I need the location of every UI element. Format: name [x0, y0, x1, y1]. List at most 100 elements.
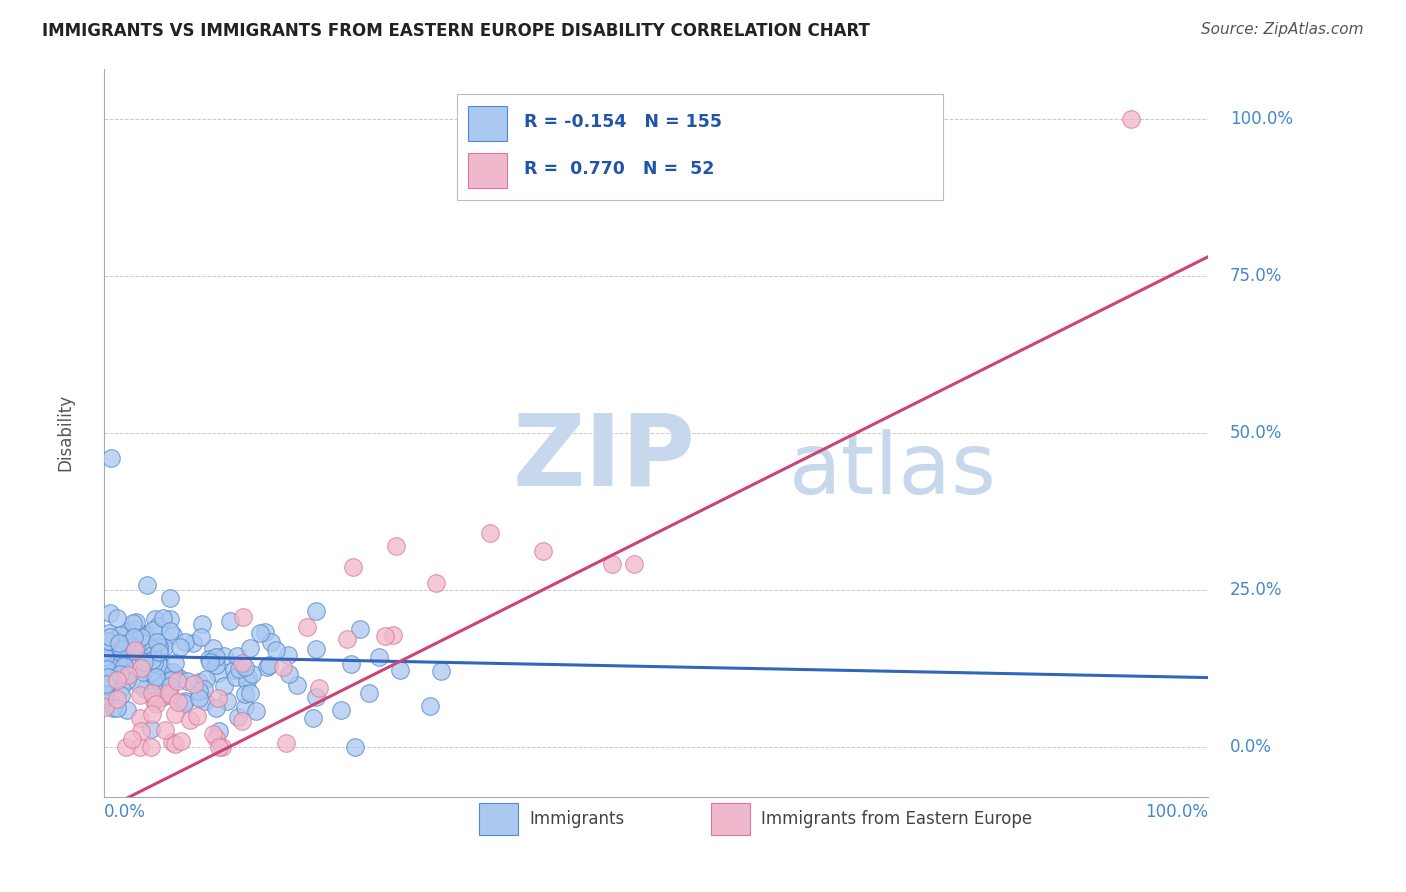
Point	[145, 698, 167, 712]
Point	[110, 642, 132, 657]
Point	[156, 686, 179, 700]
Point	[142, 623, 165, 637]
Point	[129, 660, 152, 674]
Point	[600, 557, 623, 571]
Point	[305, 604, 328, 618]
Point	[181, 636, 204, 650]
Text: 100.0%: 100.0%	[1144, 803, 1208, 822]
Point	[105, 673, 128, 687]
Point	[100, 660, 122, 674]
Point	[357, 686, 380, 700]
Point	[159, 676, 181, 690]
Point	[239, 686, 262, 700]
Point	[285, 678, 308, 692]
Point	[222, 663, 245, 677]
Point	[194, 694, 217, 708]
Point	[425, 575, 447, 590]
Point	[148, 657, 170, 672]
Point	[148, 658, 170, 673]
Point	[211, 739, 233, 754]
Point	[134, 628, 156, 642]
Point	[114, 649, 136, 664]
Point	[125, 660, 148, 674]
Text: 50.0%: 50.0%	[1230, 424, 1282, 442]
Point	[163, 657, 186, 671]
Point	[207, 665, 229, 680]
Point	[233, 660, 256, 674]
Point	[129, 739, 152, 754]
Point	[111, 645, 134, 659]
Point	[148, 640, 170, 654]
Point	[98, 630, 121, 644]
Point	[382, 628, 405, 642]
Point	[344, 739, 367, 754]
Point	[153, 723, 176, 737]
Point	[162, 628, 184, 642]
Point	[271, 660, 294, 674]
Point	[162, 735, 184, 749]
Point	[141, 707, 163, 722]
Point	[340, 657, 363, 672]
Point	[122, 631, 145, 645]
Point	[114, 665, 136, 679]
Point	[141, 686, 163, 700]
Point	[124, 622, 146, 636]
Point	[142, 656, 165, 670]
Point	[94, 649, 117, 664]
Point	[131, 630, 153, 644]
Point	[142, 689, 165, 703]
Point	[205, 650, 228, 665]
Point	[134, 681, 156, 696]
Point	[105, 653, 128, 667]
Point	[374, 629, 396, 643]
Point	[105, 647, 128, 661]
Point	[155, 682, 177, 697]
Text: ZIP: ZIP	[513, 409, 696, 507]
Point	[169, 640, 191, 654]
Point	[121, 660, 143, 674]
Point	[194, 672, 217, 686]
Point	[121, 732, 143, 747]
Point	[208, 739, 231, 754]
Point	[142, 694, 165, 708]
Text: 25.0%: 25.0%	[1230, 581, 1282, 599]
Point	[155, 673, 177, 688]
Point	[100, 450, 122, 465]
Point	[110, 628, 132, 642]
Point	[129, 723, 152, 738]
Point	[150, 690, 173, 705]
Point	[121, 651, 143, 665]
Point	[135, 578, 157, 592]
FancyBboxPatch shape	[468, 106, 508, 141]
Point	[174, 634, 197, 648]
Point	[215, 694, 238, 708]
Point	[174, 694, 197, 708]
Point	[205, 701, 228, 715]
Point	[228, 662, 250, 676]
Point	[139, 739, 162, 754]
Point	[97, 670, 120, 684]
Point	[231, 656, 253, 670]
Point	[342, 560, 364, 574]
Point	[159, 591, 181, 605]
Point	[176, 674, 198, 689]
Point	[117, 624, 139, 638]
Point	[278, 667, 301, 681]
Point	[208, 724, 231, 739]
Point	[187, 674, 209, 689]
Point	[110, 688, 132, 702]
Point	[253, 625, 276, 640]
Text: 0.0%: 0.0%	[1230, 738, 1272, 756]
Point	[115, 739, 138, 754]
Point	[329, 703, 352, 717]
FancyBboxPatch shape	[479, 803, 519, 835]
Point	[163, 737, 186, 751]
Text: Immigrants from Eastern Europe: Immigrants from Eastern Europe	[761, 810, 1032, 828]
Point	[201, 727, 224, 741]
Point	[110, 681, 132, 695]
Point	[159, 612, 181, 626]
Point	[141, 648, 163, 662]
Point	[128, 688, 150, 702]
Point	[336, 632, 359, 646]
Point	[245, 704, 267, 718]
